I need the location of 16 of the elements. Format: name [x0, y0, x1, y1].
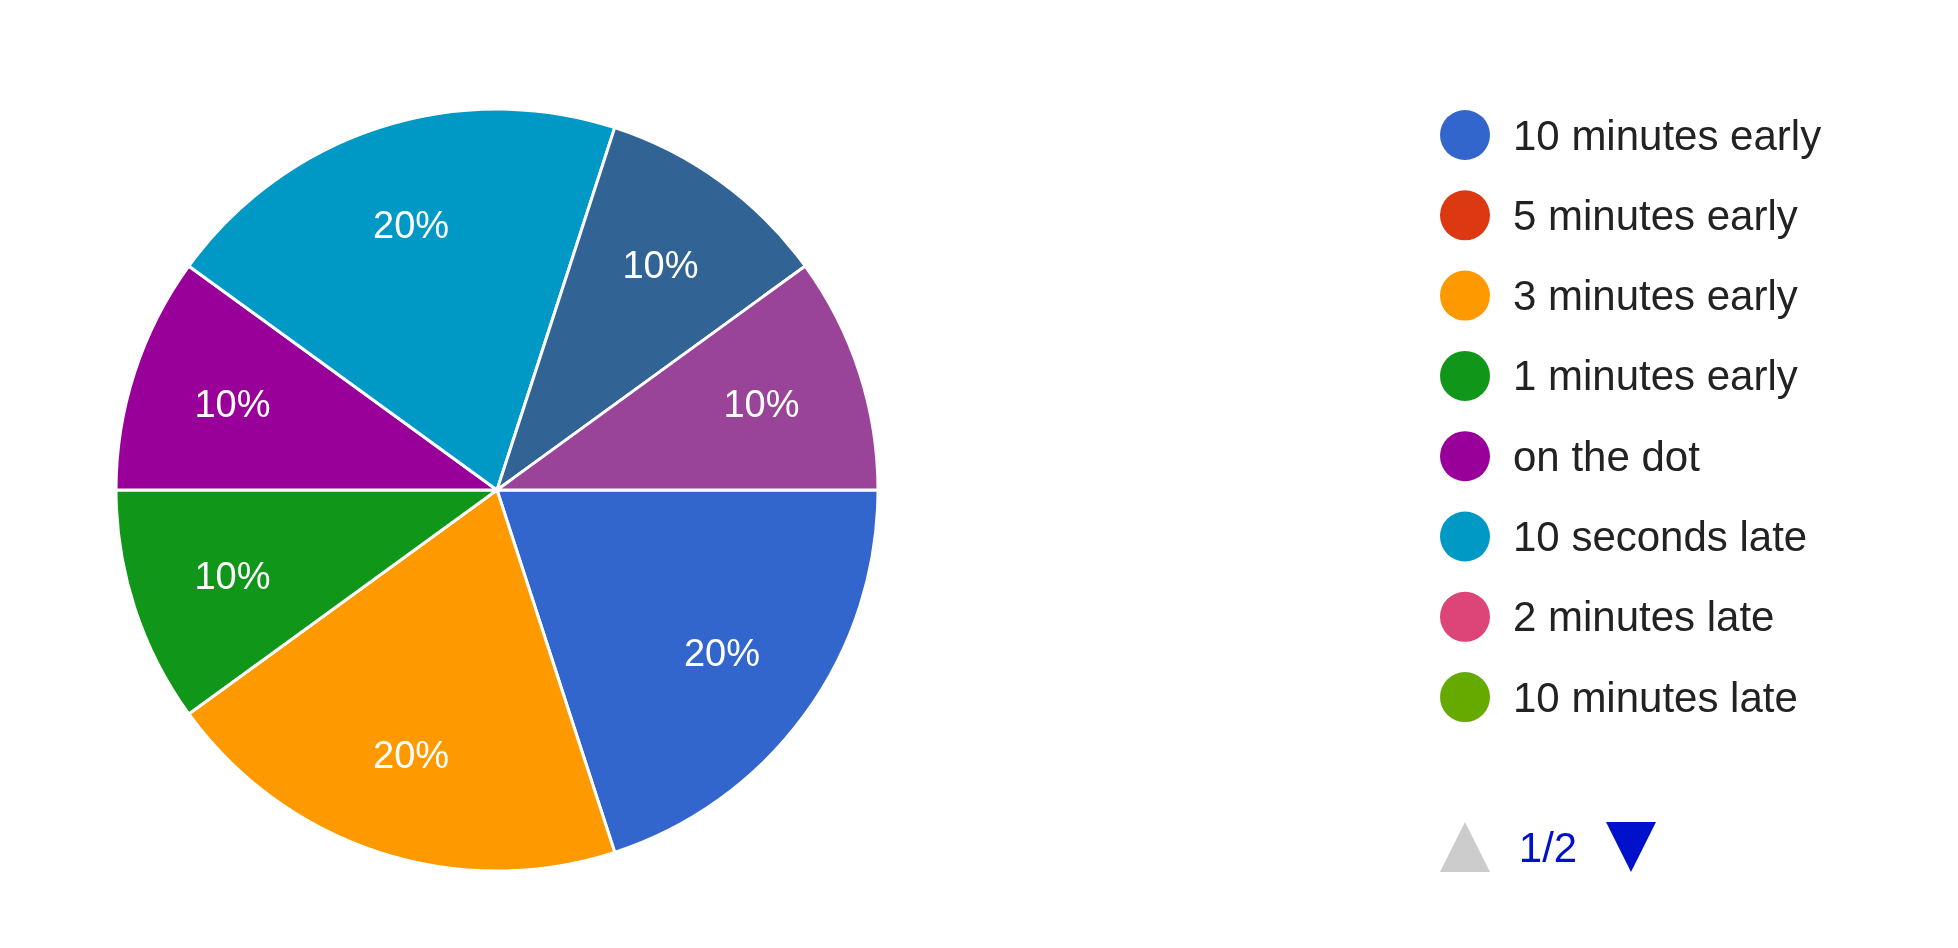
data-label: 20% [683, 632, 761, 675]
legend-label: 2 minutes late [1513, 593, 1775, 641]
legend-label: 1 minutes early [1513, 352, 1798, 400]
data-label: 10% [723, 383, 800, 426]
data-label: 20% [373, 733, 450, 776]
data-label: 10% [194, 554, 271, 597]
text: 1/2 [1518, 823, 1578, 871]
legend-label: 10 minutes late [1513, 673, 1798, 721]
data-label: 10% [622, 243, 699, 286]
data-label: 20% [373, 204, 450, 247]
legend-label: 3 minutes early [1513, 272, 1798, 320]
legend-label: 5 minutes early [1513, 191, 1798, 239]
legend-label: on the dot [1513, 432, 1701, 480]
data-label: 10% [194, 383, 271, 426]
legend-label: 10 minutes early [1513, 111, 1822, 159]
legend-label: 10 seconds late [1513, 513, 1808, 560]
